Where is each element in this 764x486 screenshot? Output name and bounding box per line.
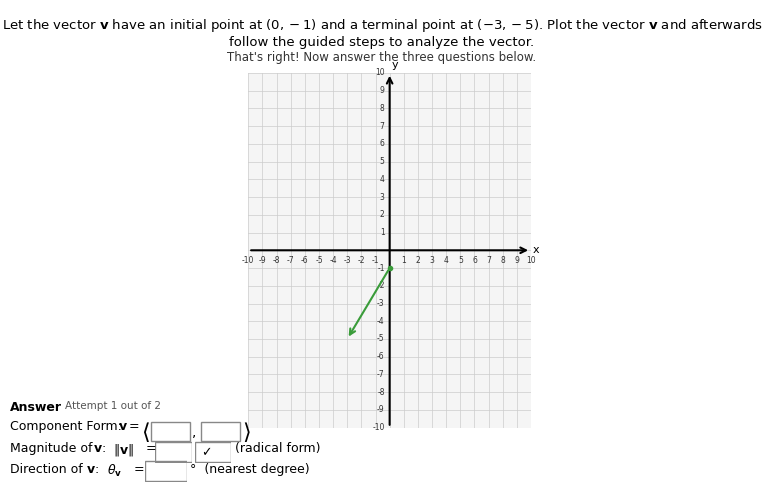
Text: $\checkmark$: $\checkmark$	[201, 445, 211, 458]
Text: -8: -8	[377, 388, 385, 397]
Text: -10: -10	[242, 257, 254, 265]
Text: $\mathbf{v}$:: $\mathbf{v}$:	[86, 463, 99, 476]
Text: 3: 3	[429, 257, 435, 265]
Text: 4: 4	[444, 257, 448, 265]
Text: -9: -9	[259, 257, 266, 265]
Text: -6: -6	[377, 352, 385, 361]
Text: 7: 7	[486, 257, 491, 265]
Text: 6: 6	[472, 257, 477, 265]
Text: -5: -5	[377, 334, 385, 344]
Text: Let the vector $\mathbf{v}$ have an initial point at $(0,-1)$ and a terminal poi: Let the vector $\mathbf{v}$ have an init…	[2, 17, 762, 49]
Text: 5: 5	[380, 157, 385, 166]
Text: Magnitude of: Magnitude of	[10, 442, 92, 455]
Text: $\theta_{\mathbf{v}}$: $\theta_{\mathbf{v}}$	[107, 463, 122, 479]
Text: =: =	[128, 420, 139, 434]
Text: -9: -9	[377, 405, 385, 415]
Bar	[200, 422, 240, 441]
Text: 2: 2	[380, 210, 385, 219]
Text: -8: -8	[273, 257, 280, 265]
Text: That's right! Now answer the three questions below.: That's right! Now answer the three quest…	[228, 51, 536, 64]
Text: -1: -1	[377, 263, 385, 273]
Text: -2: -2	[358, 257, 365, 265]
Text: $\mathbf{v}$: $\mathbf{v}$	[118, 420, 128, 434]
Text: -7: -7	[377, 370, 385, 379]
Text: 1: 1	[401, 257, 406, 265]
Text: =: =	[134, 463, 144, 476]
Text: 5: 5	[458, 257, 463, 265]
Text: 1: 1	[380, 228, 385, 237]
Text: 10: 10	[375, 69, 385, 77]
Text: 9: 9	[514, 257, 520, 265]
Text: -5: -5	[316, 257, 322, 265]
Text: 7: 7	[380, 122, 385, 131]
Text: 10: 10	[526, 257, 536, 265]
Text: -6: -6	[301, 257, 309, 265]
Text: x: x	[533, 245, 539, 255]
Text: =: =	[145, 442, 156, 455]
Text: $\|\mathbf{v}\|$: $\|\mathbf{v}\|$	[113, 442, 134, 458]
Text: °  (nearest degree): ° (nearest degree)	[190, 463, 310, 476]
Text: $\rangle$: $\rangle$	[242, 419, 251, 444]
Text: -3: -3	[344, 257, 351, 265]
Text: Component Form:: Component Form:	[10, 420, 121, 434]
Text: $\langle$: $\langle$	[141, 419, 151, 444]
Text: (radical form): (radical form)	[235, 442, 321, 455]
Text: 2: 2	[416, 257, 420, 265]
Text: Answer: Answer	[10, 401, 62, 414]
Text: 6: 6	[380, 139, 385, 148]
Text: Submit Answer: Submit Answer	[259, 467, 348, 477]
Text: Attempt 1 out of 2: Attempt 1 out of 2	[65, 401, 161, 411]
Text: 8: 8	[380, 104, 385, 113]
Text: -1: -1	[372, 257, 379, 265]
Text: $\mathbf{v}$:: $\mathbf{v}$:	[93, 442, 106, 455]
Text: Direction of: Direction of	[10, 463, 83, 476]
Bar	[151, 422, 190, 441]
Text: -7: -7	[287, 257, 294, 265]
Text: 4: 4	[380, 175, 385, 184]
Text: -4: -4	[377, 317, 385, 326]
Text: -4: -4	[329, 257, 337, 265]
Text: 8: 8	[500, 257, 505, 265]
Text: y: y	[392, 60, 398, 70]
Text: -3: -3	[377, 299, 385, 308]
Text: 9: 9	[380, 86, 385, 95]
Text: -2: -2	[377, 281, 385, 290]
Text: ,: ,	[193, 425, 196, 438]
Text: -10: -10	[372, 423, 385, 432]
Text: 3: 3	[380, 192, 385, 202]
